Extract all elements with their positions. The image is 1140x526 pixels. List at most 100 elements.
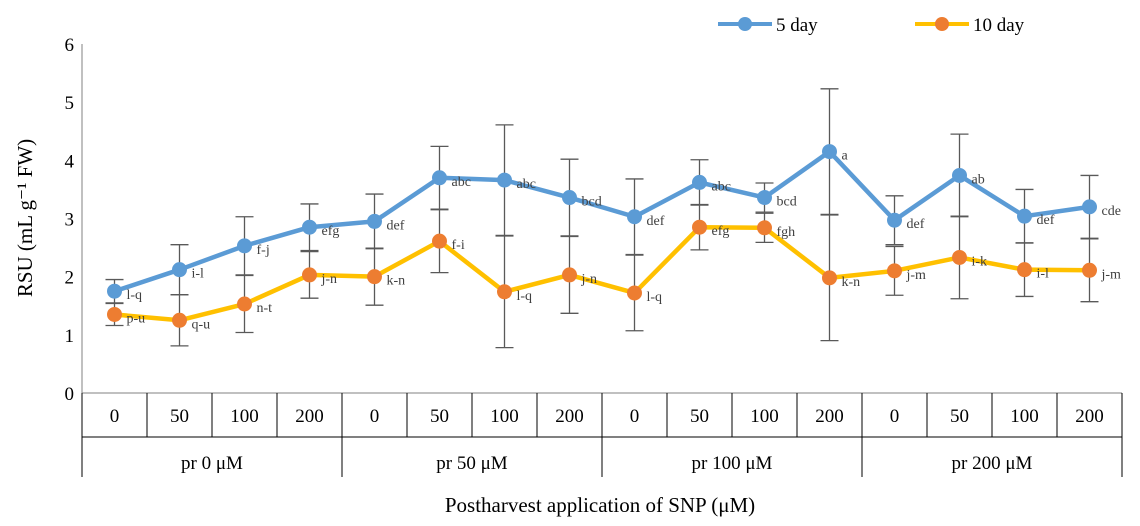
- legend: 5 day 10 day: [718, 15, 1025, 36]
- data-point: [627, 209, 642, 225]
- legend-swatch-marker: [738, 17, 752, 31]
- x-tick-label: 100: [490, 406, 519, 427]
- y-axis-title: RSU (mL g⁻¹ FW): [13, 139, 37, 297]
- data-point: [692, 219, 707, 235]
- significance-label: l-q: [127, 288, 143, 303]
- significance-label: def: [1037, 213, 1055, 228]
- data-point: [1017, 262, 1032, 278]
- legend-label-5-day: 5 day: [776, 15, 818, 36]
- x-tick-label: 100: [1010, 406, 1039, 427]
- data-point: [367, 213, 382, 229]
- x-group-label: pr 200 μM: [952, 453, 1033, 474]
- significance-label: j-m: [906, 268, 927, 283]
- significance-label: ab: [972, 172, 985, 187]
- data-point: [627, 285, 642, 301]
- significance-label: j-n: [581, 272, 598, 287]
- y-tick-label: 5: [65, 93, 75, 114]
- significance-label: efg: [712, 224, 730, 239]
- data-point: [367, 269, 382, 285]
- significance-label: i-k: [972, 254, 988, 269]
- legend-swatch-marker: [935, 17, 949, 31]
- x-tick-label: 50: [170, 406, 189, 427]
- legend-label-10-day: 10 day: [973, 15, 1025, 36]
- significance-label: i-l: [192, 267, 205, 282]
- x-tick-label: 0: [110, 406, 120, 427]
- significance-label: i-l: [1037, 267, 1050, 282]
- significance-label: n-t: [257, 301, 273, 316]
- data-point: [432, 233, 447, 249]
- data-point: [757, 220, 772, 236]
- x-tick-label: 100: [230, 406, 259, 427]
- x-tick-label: 200: [815, 406, 844, 427]
- x-tick-label: 200: [295, 406, 324, 427]
- axes: [81, 44, 1122, 394]
- x-tick-label: 0: [370, 406, 380, 427]
- series-line-5-day: [113, 149, 1090, 294]
- data-point: [172, 312, 187, 328]
- x-group-label: pr 0 μM: [181, 453, 243, 474]
- x-category-axis: 0 50 100 200 pr 0 μM 0 50 100 200 pr 50 μM 0 50 100 2…: [81, 393, 1123, 477]
- significance-label: f-j: [257, 243, 270, 258]
- significance-label: def: [387, 218, 405, 233]
- x-tick-label: 200: [555, 406, 584, 427]
- significance-label: j-n: [321, 272, 338, 287]
- data-point: [562, 267, 577, 283]
- significance-label: fgh: [777, 225, 796, 240]
- significance-label: l-q: [517, 289, 533, 304]
- data-point: [757, 190, 772, 206]
- series-lines: [113, 149, 1090, 323]
- x-axis-title: Postharvest application of SNP (μM): [445, 493, 755, 517]
- data-point: [302, 267, 317, 283]
- significance-label: bcd: [582, 195, 602, 210]
- data-point: [887, 212, 902, 228]
- x-tick-label: 0: [630, 406, 640, 427]
- significance-label: abc: [712, 179, 731, 194]
- data-point: [952, 249, 967, 265]
- significance-label: efg: [322, 224, 340, 239]
- data-point: [237, 238, 252, 254]
- data-point: [1017, 208, 1032, 224]
- significance-label: abc: [452, 175, 471, 190]
- significance-label: a: [842, 149, 849, 164]
- significance-label: k-n: [387, 274, 406, 289]
- x-tick-label: 50: [950, 406, 969, 427]
- y-tick-label: 4: [65, 151, 75, 172]
- data-point: [1082, 199, 1097, 215]
- x-tick-label: 0: [890, 406, 900, 427]
- x-tick-label: 50: [690, 406, 709, 427]
- data-point: [822, 144, 837, 160]
- significance-label: cde: [1102, 204, 1121, 219]
- y-tick-label: 1: [65, 326, 75, 347]
- data-point: [822, 270, 837, 286]
- y-tick-label: 0: [65, 384, 75, 405]
- data-point: [1082, 262, 1097, 278]
- y-tick-label: 2: [65, 268, 75, 289]
- x-tick-label: 50: [430, 406, 449, 427]
- significance-label: abc: [517, 177, 536, 192]
- series-points: [107, 144, 1097, 328]
- legend-item-10-day: 10 day: [915, 15, 1025, 36]
- data-point: [302, 219, 317, 235]
- significance-label: l-q: [647, 290, 663, 305]
- data-point: [497, 284, 512, 300]
- y-tick-labels: 0 1 2 3 4 5 6: [65, 35, 75, 405]
- significance-label: j-m: [1101, 267, 1122, 282]
- significance-label: f-i: [452, 238, 465, 253]
- data-point: [952, 167, 967, 183]
- series-line-10-day: [114, 224, 1090, 323]
- significance-label: def: [647, 214, 665, 229]
- significance-label: bcd: [777, 195, 797, 210]
- x-tick-label: 100: [750, 406, 779, 427]
- data-point: [692, 174, 707, 190]
- significance-label: p-u: [127, 311, 146, 326]
- data-point: [172, 262, 187, 278]
- significance-label: k-n: [842, 275, 861, 290]
- x-group-label: pr 100 μM: [692, 453, 773, 474]
- legend-item-5-day: 5 day: [718, 15, 818, 36]
- y-tick-label: 3: [65, 210, 75, 231]
- data-point: [887, 263, 902, 279]
- data-point: [237, 296, 252, 312]
- error-bars: [105, 88, 1099, 349]
- x-group-label: pr 50 μM: [436, 453, 508, 474]
